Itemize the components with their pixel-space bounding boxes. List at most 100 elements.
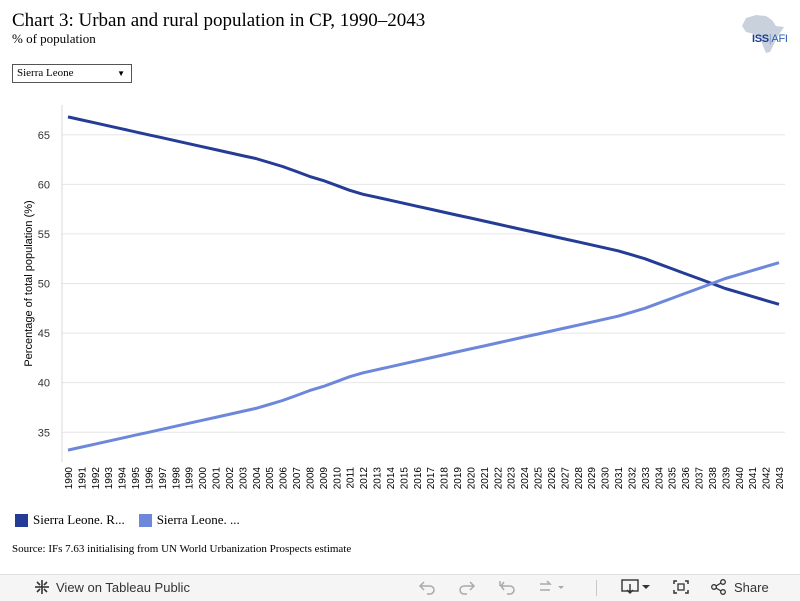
undo-icon bbox=[418, 581, 435, 595]
x-tick-label: 2022 bbox=[493, 467, 504, 490]
series-line-2 bbox=[67, 261, 780, 452]
x-tick-label: 1994 bbox=[118, 467, 129, 490]
x-tick-label: 2017 bbox=[426, 467, 437, 490]
country-dropdown[interactable]: Sierra Leone ▼ bbox=[12, 64, 132, 83]
fullscreen-button[interactable] bbox=[672, 579, 690, 595]
x-tick-label: 2034 bbox=[654, 467, 665, 490]
y-tick-label: 40 bbox=[38, 378, 50, 390]
refresh-button[interactable] bbox=[536, 579, 564, 595]
chart-subtitle: % of population bbox=[12, 31, 96, 46]
fullscreen-icon bbox=[673, 580, 689, 594]
x-tick-label: 2038 bbox=[708, 467, 719, 490]
x-tick-label: 2040 bbox=[735, 467, 746, 490]
x-tick-label: 2028 bbox=[574, 467, 585, 490]
x-tick-label: 2041 bbox=[748, 467, 759, 490]
x-tick-label: 2020 bbox=[466, 467, 477, 490]
x-tick-label: 2036 bbox=[681, 467, 692, 490]
x-tick-label: 2006 bbox=[279, 467, 290, 490]
x-tick-label: 2032 bbox=[627, 467, 638, 490]
x-tick-label: 2033 bbox=[641, 467, 652, 490]
revert-button[interactable] bbox=[498, 579, 516, 595]
y-tick-label: 55 bbox=[38, 229, 50, 241]
y-tick-label: 65 bbox=[38, 130, 50, 142]
tableau-toolbar: View on Tableau Public Share bbox=[0, 574, 800, 601]
chart-title: Chart 3: Urban and rural population in C… bbox=[12, 10, 426, 31]
x-tick-label: 2015 bbox=[399, 467, 410, 490]
y-tick-label: 60 bbox=[38, 179, 50, 191]
x-tick-label: 2008 bbox=[305, 467, 316, 490]
legend-swatch-series-2 bbox=[138, 513, 152, 527]
series-line-1 bbox=[67, 115, 780, 306]
refresh-icon bbox=[540, 580, 564, 591]
undo-button[interactable] bbox=[418, 579, 436, 595]
x-tick-label: 1990 bbox=[64, 467, 75, 490]
x-tick-label: 2003 bbox=[238, 467, 249, 490]
tableau-logo-icon bbox=[35, 580, 49, 594]
chart-legend: Sierra Leone. R... Sierra Leone. ... bbox=[15, 512, 240, 528]
x-tick-label: 2002 bbox=[225, 467, 236, 490]
download-button[interactable] bbox=[620, 579, 652, 595]
redo-button[interactable] bbox=[458, 579, 476, 595]
x-tick-label: 2004 bbox=[252, 467, 263, 490]
x-tick-label: 2011 bbox=[346, 467, 357, 489]
x-tick-label: 1996 bbox=[144, 467, 155, 490]
legend-swatch-series-1 bbox=[15, 513, 28, 527]
x-tick-label: 1995 bbox=[131, 467, 142, 490]
x-tick-label: 2037 bbox=[695, 467, 706, 490]
line-chart: 35 40 45 50 55 60 65 Percentage of total popula… bbox=[23, 105, 786, 490]
y-tick-label: 45 bbox=[38, 328, 50, 340]
africa-map-logo bbox=[742, 15, 784, 53]
x-tick-label: 2000 bbox=[198, 467, 209, 490]
x-tick-label: 2021 bbox=[480, 467, 491, 490]
download-icon bbox=[621, 579, 650, 594]
x-tick-label: 2025 bbox=[534, 467, 545, 490]
dropdown-arrow-icon: ▼ bbox=[117, 69, 125, 78]
legend-label-series-2: Sierra Leone. ... bbox=[156, 512, 240, 527]
legend-item-series-2[interactable]: Sierra Leone. ... bbox=[138, 512, 240, 528]
x-tick-label: 2039 bbox=[721, 467, 732, 490]
source-note: Source: IFs 7.63 initialising from UN Wo… bbox=[12, 543, 352, 555]
country-dropdown-value: Sierra Leone bbox=[17, 67, 74, 79]
x-tick-label: 2014 bbox=[386, 467, 397, 490]
x-tick-label: 1992 bbox=[91, 467, 102, 490]
view-on-tableau-button[interactable]: View on Tableau Public bbox=[34, 579, 190, 595]
x-tick-label: 2018 bbox=[440, 467, 451, 490]
iss-afi-logo-text: ISS|AFI bbox=[752, 33, 788, 45]
share-button[interactable]: Share bbox=[710, 579, 769, 595]
toolbar-divider bbox=[596, 580, 597, 596]
x-tick-label: 2042 bbox=[762, 467, 773, 490]
redo-icon bbox=[459, 581, 476, 595]
revert-icon bbox=[499, 581, 515, 595]
legend-item-series-1[interactable]: Sierra Leone. R... bbox=[15, 512, 125, 528]
y-axis-label: Percentage of total population (%) bbox=[23, 200, 35, 366]
x-tick-label: 2016 bbox=[413, 467, 424, 490]
x-tick-label: 1999 bbox=[185, 467, 196, 490]
y-tick-label: 50 bbox=[38, 279, 50, 291]
x-tick-label: 2026 bbox=[547, 467, 558, 490]
share-label: Share bbox=[734, 579, 769, 595]
x-tick-label: 2030 bbox=[601, 467, 612, 490]
x-tick-label: 2019 bbox=[453, 467, 464, 490]
x-tick-label: 1991 bbox=[77, 467, 88, 490]
x-tick-label: 2024 bbox=[520, 467, 531, 490]
share-icon bbox=[711, 579, 726, 595]
y-tick-label: 35 bbox=[38, 427, 50, 439]
legend-label-series-1: Sierra Leone. R... bbox=[33, 512, 125, 527]
x-tick-label: 2029 bbox=[587, 467, 598, 490]
x-tick-label: 2005 bbox=[265, 467, 276, 490]
x-tick-label: 1998 bbox=[171, 467, 182, 490]
x-tick-label: 1993 bbox=[104, 467, 115, 490]
x-tick-label: 2009 bbox=[319, 467, 330, 490]
x-tick-label: 2027 bbox=[560, 467, 571, 490]
x-tick-label: 2010 bbox=[332, 467, 343, 490]
x-tick-label: 2031 bbox=[614, 467, 625, 490]
x-tick-label: 2035 bbox=[668, 467, 679, 490]
x-tick-label: 2023 bbox=[507, 467, 518, 490]
x-tick-label: 2001 bbox=[212, 467, 223, 490]
x-tick-label: 1997 bbox=[158, 467, 169, 490]
x-tick-label: 2043 bbox=[775, 467, 786, 490]
x-tick-label: 2012 bbox=[359, 467, 370, 490]
x-tick-label: 2013 bbox=[373, 467, 384, 490]
view-on-tableau-label: View on Tableau Public bbox=[56, 579, 190, 595]
x-tick-label: 2007 bbox=[292, 467, 303, 490]
